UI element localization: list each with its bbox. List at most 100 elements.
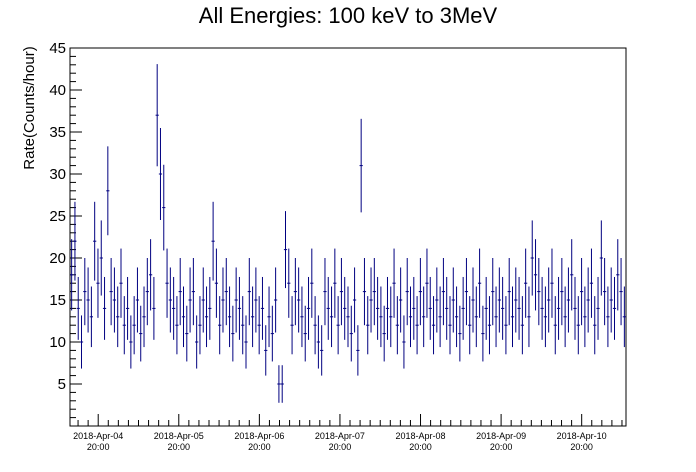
- data-point: [155, 64, 159, 167]
- data-point: [395, 296, 399, 355]
- data-point: [280, 365, 284, 403]
- data-point: [372, 258, 376, 326]
- y-tick-label: 30: [49, 166, 66, 183]
- data-point: [520, 296, 524, 355]
- data-point: [290, 296, 294, 355]
- plot-frame: [69, 47, 627, 427]
- data-point: [428, 276, 432, 340]
- data-point: [79, 315, 84, 369]
- data-point: [320, 325, 324, 376]
- y-tick-label: 20: [49, 250, 66, 267]
- data-point: [379, 286, 383, 348]
- data-point: [491, 258, 495, 326]
- data-point: [441, 258, 446, 326]
- data-point: [422, 286, 426, 348]
- data-point: [425, 248, 429, 318]
- data-point: [102, 276, 107, 340]
- data-point: [603, 258, 607, 326]
- data-point: [165, 248, 169, 318]
- y-axis-label: Rate(Counts/hour): [21, 46, 38, 169]
- data-point: [293, 258, 297, 326]
- data-point: [326, 276, 330, 340]
- data-point: [474, 286, 478, 348]
- data-point: [122, 296, 126, 355]
- data-point: [119, 248, 123, 318]
- data-point: [359, 118, 363, 213]
- data-point: [89, 286, 93, 348]
- data-point: [576, 296, 580, 355]
- data-point: [362, 258, 367, 326]
- data-point: [264, 325, 268, 376]
- data-point: [408, 286, 413, 348]
- data-point: [369, 267, 373, 333]
- plot-border: [69, 47, 627, 427]
- data-point: [412, 276, 416, 340]
- data-point: [385, 276, 390, 340]
- data-point: [188, 267, 192, 333]
- data-point: [211, 201, 215, 281]
- data-point: [484, 276, 488, 340]
- data-point: [451, 267, 455, 333]
- data-point: [99, 220, 103, 296]
- data-point: [448, 296, 452, 355]
- data-point: [435, 267, 439, 333]
- data-point: [514, 267, 518, 333]
- data-point: [162, 164, 166, 251]
- data-point: [241, 296, 245, 355]
- x-axis: 2018-Apr-0420:002018-Apr-0520:002018-Apr…: [73, 414, 623, 452]
- data-point: [501, 276, 505, 340]
- y-tick-label: 40: [49, 82, 66, 99]
- data-point: [310, 248, 314, 318]
- data-point: [343, 276, 347, 340]
- data-point: [149, 239, 153, 311]
- data-point: [497, 267, 501, 333]
- data-point: [333, 248, 337, 318]
- data-point: [619, 258, 623, 326]
- data-point: [399, 267, 403, 333]
- data-point: [306, 276, 311, 340]
- data-point: [116, 286, 120, 348]
- chart-title: All Energies: 100 keV to 3MeV: [199, 3, 498, 28]
- x-tick-date-label: 2018-Apr-08: [395, 431, 445, 441]
- data-point: [589, 248, 594, 318]
- data-point: [616, 239, 620, 311]
- data-point: [454, 286, 459, 348]
- data-point: [346, 286, 350, 348]
- data-point: [586, 267, 590, 333]
- y-tick-label: 25: [49, 208, 66, 225]
- x-tick-date-label: 2018-Apr-04: [73, 431, 123, 441]
- data-point: [468, 296, 472, 355]
- x-tick-time-label: 20:00: [248, 442, 271, 452]
- data-point: [510, 286, 515, 348]
- data-point: [566, 267, 571, 333]
- y-axis: 5 10 15 20 25 30 35 40 45: [49, 40, 82, 419]
- data-point: [402, 315, 406, 369]
- data-point: [445, 276, 449, 340]
- x-tick-time-label: 20:00: [87, 442, 110, 452]
- data-point: [139, 305, 143, 362]
- data-point: [524, 248, 528, 318]
- data-point: [366, 296, 370, 355]
- data-point: [70, 239, 74, 311]
- data-point: [76, 276, 80, 340]
- data-point: [570, 239, 574, 311]
- x-tick-time-label: 20:00: [329, 442, 352, 452]
- data-point: [579, 258, 584, 326]
- data-point: [158, 127, 163, 221]
- data-point: [336, 296, 340, 355]
- data-point: [283, 211, 288, 289]
- data-point: [458, 305, 462, 362]
- data-point: [583, 286, 587, 348]
- data-point: [464, 258, 469, 326]
- data-point: [83, 258, 87, 326]
- data-point: [135, 267, 140, 333]
- data-point: [323, 258, 327, 326]
- data-point: [537, 258, 541, 326]
- data-point: [376, 276, 380, 340]
- data-point: [227, 286, 232, 348]
- data-point: [477, 248, 482, 318]
- data-point: [560, 258, 564, 326]
- data-point: [142, 286, 146, 348]
- data-point: [195, 315, 199, 369]
- data-point: [339, 258, 344, 326]
